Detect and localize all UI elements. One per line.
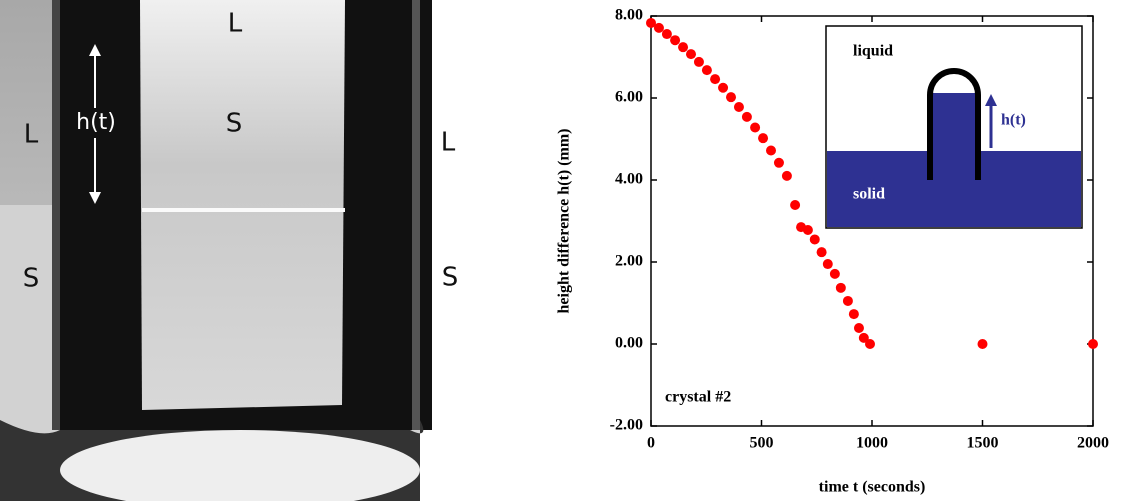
- data-point: [842, 295, 853, 306]
- y-tick-label: 2.00: [615, 253, 643, 270]
- data-point: [802, 225, 813, 236]
- data-point: [816, 247, 827, 258]
- x-tick-label: 2000: [1077, 435, 1109, 452]
- data-point: [781, 170, 792, 181]
- y-axis-label: height difference h(t) (mm): [556, 129, 573, 314]
- data-point: [653, 22, 664, 33]
- data-point: [773, 157, 784, 168]
- data-point: [710, 74, 721, 85]
- data-point: [726, 92, 737, 103]
- photo-wall-edge: [52, 0, 60, 430]
- x-tick-label: 0: [647, 435, 655, 452]
- photo-label: L: [228, 9, 243, 39]
- y-tick-label: 8.00: [615, 7, 643, 24]
- data-point: [693, 56, 704, 67]
- annotation: crystal #2: [665, 389, 731, 406]
- photo-label: S: [442, 263, 459, 293]
- inset: liquid solid h(t): [825, 25, 1083, 229]
- y-tick-label: 4.00: [615, 171, 643, 188]
- photo-label: S: [23, 264, 40, 294]
- data-point: [835, 282, 846, 293]
- data-point: [750, 122, 761, 133]
- y-tick-label: 0.00: [615, 335, 643, 352]
- data-point: [686, 49, 697, 60]
- data-point: [741, 111, 752, 122]
- x-axis-label: time t (seconds): [819, 479, 926, 496]
- inset-crystal: [933, 93, 975, 153]
- photo-wall-edge: [412, 0, 420, 430]
- data-point: [858, 332, 869, 343]
- data-point: [853, 323, 864, 334]
- inset-liquid-label: liquid: [853, 43, 893, 60]
- data-point: [678, 42, 689, 53]
- data-point: [670, 35, 681, 46]
- x-tick-label: 1500: [967, 435, 999, 452]
- data-point: [790, 200, 801, 211]
- data-point: [1088, 339, 1098, 349]
- data-point: [758, 133, 769, 144]
- data-point: [701, 65, 712, 76]
- inset-h-label: h(t): [1001, 112, 1026, 129]
- data-point: [718, 82, 729, 93]
- inset-solid: [827, 151, 1081, 227]
- x-tick-label: 500: [750, 435, 774, 452]
- photo-label-bg: [72, 108, 120, 138]
- data-point: [848, 309, 859, 320]
- photo-crystal: [140, 0, 345, 410]
- inset-solid-label: solid: [853, 186, 885, 203]
- photo-label: h(t): [76, 110, 116, 135]
- inset-arrow-head: [985, 94, 997, 106]
- data-point: [766, 145, 777, 156]
- photo-label: L: [441, 128, 456, 158]
- data-point: [977, 339, 988, 349]
- data-point: [733, 102, 744, 113]
- photo-label: S: [226, 109, 243, 139]
- photograph: L L L S S Sh(t): [0, 0, 458, 501]
- data-point: [865, 339, 876, 349]
- y-tick-label: -2.00: [610, 417, 643, 434]
- photo-label: L: [24, 120, 39, 150]
- data-point: [661, 29, 672, 40]
- inset-tube: [927, 68, 981, 180]
- x-tick-label: 1000: [856, 435, 888, 452]
- data-point: [646, 17, 656, 28]
- data-point: [829, 268, 840, 279]
- photo-bottom-glow: [60, 430, 420, 501]
- data-point: [822, 259, 833, 270]
- chart: liquid solid h(t) crystal #2 time t (sec…: [556, 7, 1109, 496]
- data-point: [809, 234, 820, 245]
- y-tick-label: 6.00: [615, 89, 643, 106]
